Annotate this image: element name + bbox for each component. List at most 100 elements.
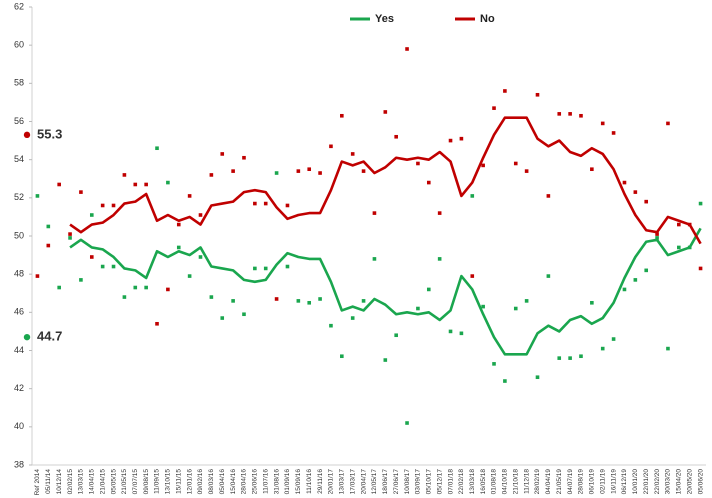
poll-point: [633, 190, 638, 194]
poll-point: [426, 180, 431, 185]
x-tick-label: 01/09/16: [284, 469, 291, 495]
x-tick-label: 11/10/16: [306, 469, 313, 494]
x-tick-label: 22/02/20: [654, 469, 661, 495]
x-tick-label: 05/11/14: [45, 469, 52, 494]
poll-point: [263, 266, 268, 271]
poll-point: [524, 299, 529, 303]
ref-point: [23, 333, 31, 341]
x-tick-label: 11/12/18: [523, 469, 530, 494]
x-tick-label: 22/01/20: [643, 469, 650, 495]
poll-point: [187, 194, 192, 198]
poll-point: [296, 169, 301, 173]
poll-point: [350, 152, 355, 156]
y-tick-label: 46: [14, 307, 24, 317]
poll-point: [470, 274, 475, 278]
poll-point: [579, 354, 583, 359]
x-tick-label: 13/03/17: [339, 469, 346, 495]
ref-label: 55.3: [37, 126, 62, 141]
poll-point: [557, 112, 562, 116]
poll-point: [176, 245, 181, 250]
poll-point: [437, 257, 442, 261]
x-tick-label: 20/01/17: [328, 469, 335, 495]
x-tick-label: 10/08/17: [404, 469, 411, 495]
poll-point: [535, 375, 540, 380]
poll-point: [394, 134, 398, 139]
x-tick-label: 05/12/17: [436, 469, 443, 495]
poll-point: [35, 274, 40, 278]
poll-point: [459, 331, 464, 336]
poll-point: [307, 167, 312, 172]
y-tick-label: 44: [14, 345, 24, 355]
x-tick-label: 06/12/19: [621, 469, 628, 495]
x-tick-label: 20/05/20: [686, 469, 693, 495]
x-tick-label: 11/07/16: [262, 469, 269, 494]
poll-point: [187, 274, 192, 278]
trend-line: [69, 227, 702, 356]
poll-point: [209, 295, 214, 299]
y-tick-label: 38: [14, 459, 24, 469]
poll-point: [557, 356, 562, 360]
x-tick-label: Ref 2014: [34, 469, 41, 496]
x-tick-label: 15/04/20: [676, 469, 683, 495]
x-tick-label: 06/10/19: [589, 469, 596, 495]
x-tick-label: 13/03/15: [78, 469, 85, 495]
poll-point: [383, 358, 388, 362]
poll-point: [155, 146, 159, 151]
x-tick-label: 15/11/15: [175, 469, 182, 494]
x-tick-label: 16/05/18: [480, 469, 487, 495]
x-tick-label: 30/03/20: [665, 469, 672, 495]
x-tick-label: 14/04/15: [89, 469, 96, 495]
poll-point: [111, 203, 116, 208]
poll-point: [600, 346, 605, 351]
x-tick-label: 29/11/16: [317, 469, 324, 494]
trend-line: [69, 116, 702, 245]
poll-point: [698, 266, 703, 271]
x-tick-label: 01/08/18: [491, 469, 498, 495]
poll-point: [448, 329, 453, 334]
poll-point: [100, 264, 105, 269]
poll-point: [513, 161, 518, 166]
x-tick-label: 18/06/17: [382, 469, 389, 495]
poll-point: [263, 201, 268, 206]
poll-point: [426, 287, 431, 292]
poll-point: [231, 299, 235, 303]
poll-point: [242, 155, 246, 160]
poll-point: [166, 180, 170, 185]
y-tick-label: 56: [14, 116, 24, 126]
x-tick-label: 10/01/20: [632, 469, 639, 495]
x-tick-label: 05/05/15: [110, 469, 117, 495]
poll-point: [220, 316, 225, 320]
poll-point: [481, 304, 485, 309]
poll-point: [46, 224, 51, 229]
x-tick-label: 17/03/17: [349, 469, 356, 495]
y-tick-label: 60: [14, 40, 24, 50]
y-tick-label: 40: [14, 421, 24, 431]
x-tick-label: 28/04/16: [241, 469, 248, 495]
poll-point: [394, 333, 398, 338]
x-tick-label: 03/09/17: [415, 469, 422, 495]
poll-point: [46, 243, 51, 248]
poll-point: [666, 121, 670, 126]
poll-point: [329, 323, 333, 328]
poll-point: [633, 278, 638, 282]
poll-point: [166, 287, 170, 292]
poll-point: [307, 300, 312, 305]
poll-point: [89, 255, 94, 259]
x-tick-label: 21/10/18: [512, 469, 519, 495]
poll-point: [122, 295, 127, 299]
poll-point: [470, 194, 475, 198]
x-tick-label: 12/01/16: [186, 469, 193, 495]
poll-point: [481, 163, 485, 168]
poll-point: [198, 255, 203, 259]
x-tick-label: 11/09/15: [154, 469, 161, 494]
y-tick-label: 62: [14, 1, 24, 11]
x-tick-label: 20/04/17: [360, 469, 367, 495]
poll-point: [318, 297, 322, 301]
poll-point: [198, 213, 203, 217]
y-tick-label: 52: [14, 192, 24, 202]
x-tick-label: 02/02/15: [67, 469, 74, 495]
poll-point: [622, 287, 627, 292]
poll-point: [329, 144, 333, 149]
x-tick-label: 21/05/19: [556, 469, 563, 495]
